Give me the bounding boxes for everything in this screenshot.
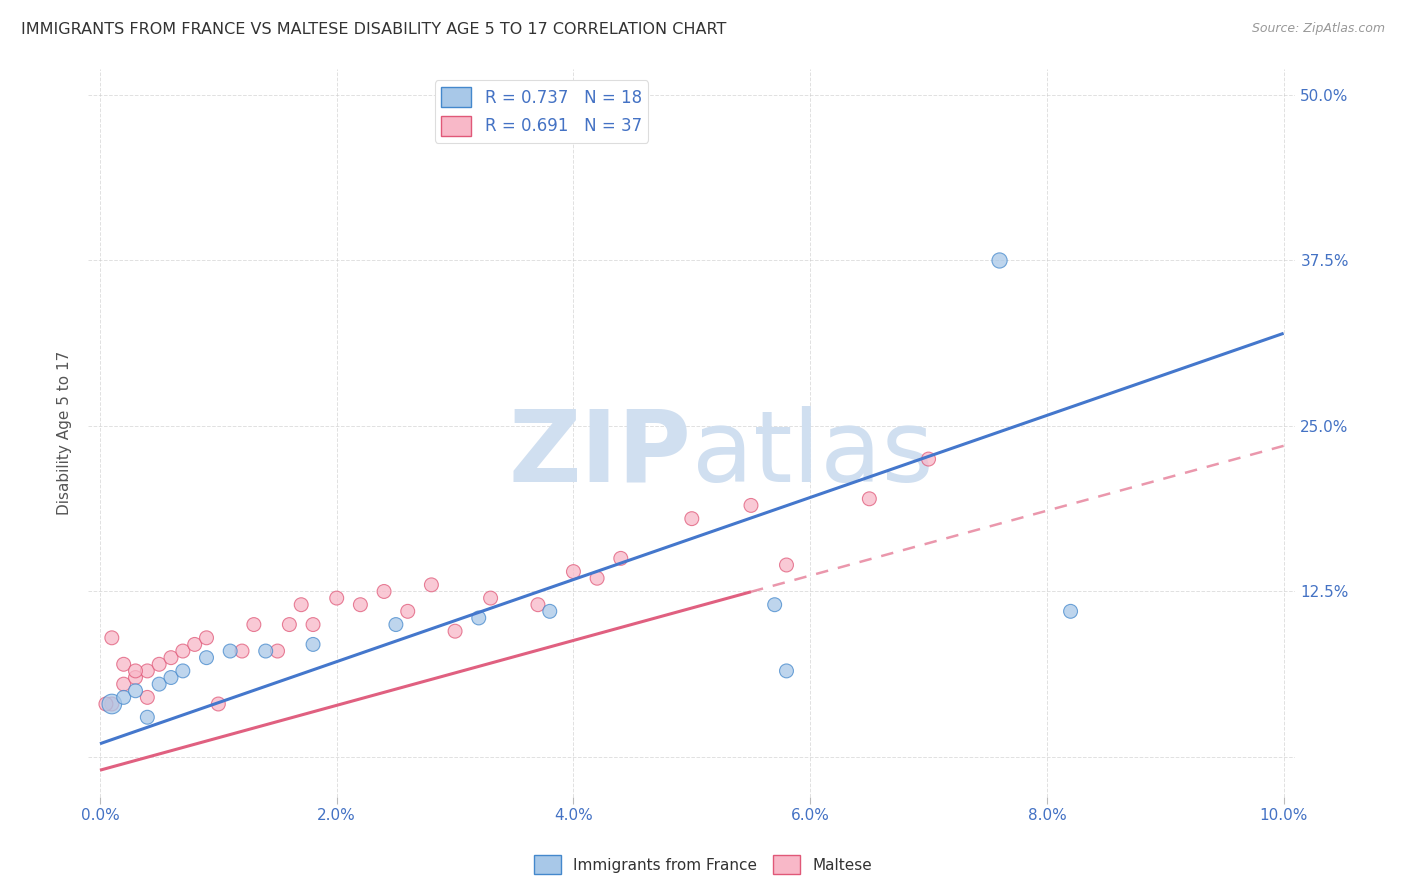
Point	[775, 558, 797, 572]
Point	[396, 604, 419, 618]
Point	[373, 584, 395, 599]
Point	[231, 644, 253, 658]
Point	[124, 671, 146, 685]
Point	[420, 578, 443, 592]
Point	[160, 671, 183, 685]
Text: atlas: atlas	[692, 406, 934, 503]
Point	[254, 644, 277, 658]
Point	[278, 617, 301, 632]
Point	[775, 664, 797, 678]
Point	[207, 697, 229, 711]
Legend: R = 0.737   N = 18, R = 0.691   N = 37: R = 0.737 N = 18, R = 0.691 N = 37	[434, 80, 648, 143]
Point	[172, 644, 194, 658]
Point	[527, 598, 550, 612]
Point	[124, 664, 146, 678]
Point	[917, 452, 939, 467]
Text: Source: ZipAtlas.com: Source: ZipAtlas.com	[1251, 22, 1385, 36]
Point	[136, 710, 159, 724]
Y-axis label: Disability Age 5 to 17: Disability Age 5 to 17	[58, 351, 72, 515]
Point	[610, 551, 633, 566]
Point	[101, 697, 124, 711]
Point	[183, 637, 205, 651]
Point	[562, 565, 585, 579]
Point	[681, 511, 703, 525]
Point	[124, 683, 146, 698]
Point	[136, 690, 159, 705]
Legend: Immigrants from France, Maltese: Immigrants from France, Maltese	[527, 849, 879, 880]
Point	[243, 617, 266, 632]
Point	[740, 499, 762, 513]
Point	[112, 690, 135, 705]
Point	[195, 650, 218, 665]
Point	[1059, 604, 1081, 618]
Point	[468, 611, 491, 625]
Point	[266, 644, 288, 658]
Point	[988, 253, 1011, 268]
Point	[148, 677, 170, 691]
Point	[219, 644, 242, 658]
Point	[858, 491, 880, 506]
Point	[586, 571, 609, 585]
Point	[349, 598, 371, 612]
Point	[385, 617, 408, 632]
Point	[112, 677, 135, 691]
Point	[763, 598, 786, 612]
Point	[302, 637, 325, 651]
Text: IMMIGRANTS FROM FRANCE VS MALTESE DISABILITY AGE 5 TO 17 CORRELATION CHART: IMMIGRANTS FROM FRANCE VS MALTESE DISABI…	[21, 22, 727, 37]
Point	[136, 664, 159, 678]
Text: ZIP: ZIP	[509, 406, 692, 503]
Point	[112, 657, 135, 672]
Point	[148, 657, 170, 672]
Point	[479, 591, 502, 606]
Point	[290, 598, 312, 612]
Point	[325, 591, 347, 606]
Point	[172, 664, 194, 678]
Point	[94, 697, 117, 711]
Point	[160, 650, 183, 665]
Point	[444, 624, 467, 639]
Point	[101, 631, 124, 645]
Point	[538, 604, 561, 618]
Point	[195, 631, 218, 645]
Point	[101, 697, 124, 711]
Point	[302, 617, 325, 632]
